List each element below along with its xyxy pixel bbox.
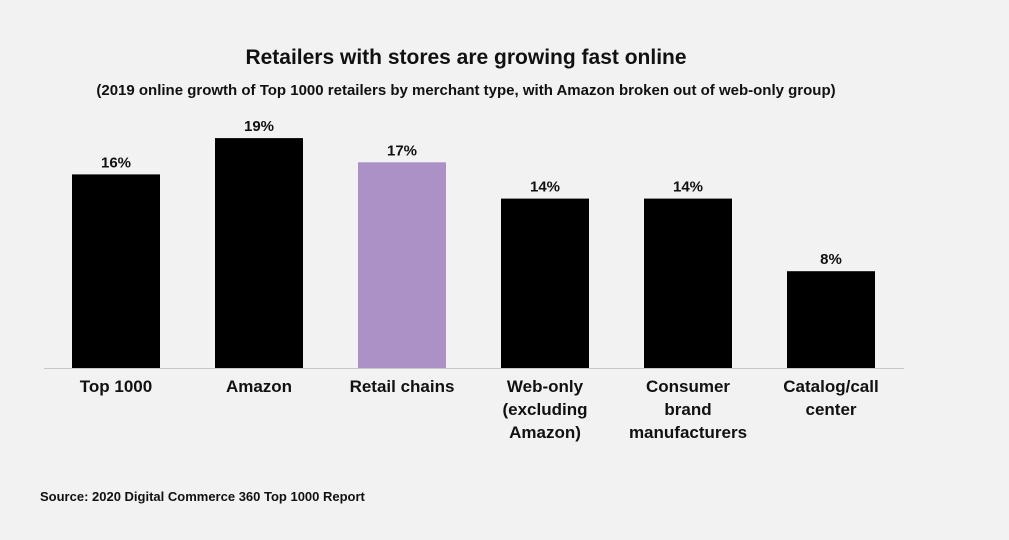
data-label: 19% <box>244 118 274 135</box>
category-label: Web-only <box>507 377 584 396</box>
chart-subtitle: (2019 online growth of Top 1000 retailer… <box>96 82 836 99</box>
bar <box>787 271 875 368</box>
bar <box>644 198 732 368</box>
chart-title: Retailers with stores are growing fast o… <box>245 46 687 69</box>
bar <box>215 138 303 368</box>
data-label: 14% <box>530 179 560 196</box>
category-label: Top 1000 <box>80 377 152 396</box>
category-label: brand <box>664 400 711 419</box>
category-label: manufacturers <box>629 423 747 442</box>
category-label: Consumer <box>646 377 730 396</box>
bar <box>72 174 160 368</box>
category-label: Retail chains <box>350 377 455 396</box>
data-label: 8% <box>820 251 842 268</box>
category-label: Catalog/call <box>783 377 878 396</box>
category-label: (excluding <box>502 400 587 419</box>
category-label: center <box>805 400 856 419</box>
data-label: 16% <box>101 154 131 171</box>
category-label: Amazon) <box>509 423 581 442</box>
data-label: 14% <box>673 179 703 196</box>
category-label: Amazon <box>226 377 292 396</box>
data-label: 17% <box>387 142 417 159</box>
bar <box>358 162 446 368</box>
source-note: Source: 2020 Digital Commerce 360 Top 10… <box>40 489 365 504</box>
bar <box>501 198 589 368</box>
